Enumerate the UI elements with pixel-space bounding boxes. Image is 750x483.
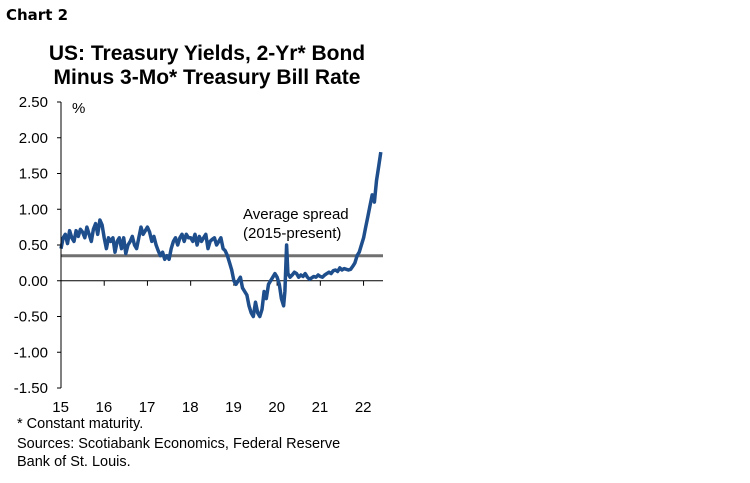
spread-series-line: [59, 151, 383, 319]
x-tick-label: 21: [312, 399, 329, 416]
y-tick-label: 0.50: [19, 237, 48, 254]
y-tick-label: 1.00: [19, 201, 48, 218]
average-spread-annotation-line-1: Average spread: [243, 206, 349, 223]
chart-title: US: Treasury Yields, 2-Yr* Bond Minus 3-…: [16, 42, 398, 90]
x-tick-label: 22: [355, 399, 372, 416]
y-tick-label: -1.50: [14, 380, 48, 397]
y-tick-label: -1.00: [14, 344, 48, 361]
x-tick-label: 20: [268, 399, 285, 416]
footnote-constant-maturity: * Constant maturity.: [17, 416, 144, 432]
y-tick-label: 2.50: [19, 94, 48, 111]
y-axis: 2.50 2.00 1.50 1.00 0.50 0.00 -0.50 -1.00 -1.50: [14, 94, 61, 397]
x-tick-label: 19: [225, 399, 242, 416]
x-axis: 15 16 17 18 19 20 21 22: [52, 280, 383, 416]
sources-line-1: Sources: Scotiabank Economics, Federal R…: [17, 436, 341, 452]
x-tick-label: 17: [139, 399, 156, 416]
chart-title-line-2: Minus 3-Mo* Treasury Bill Rate: [53, 66, 361, 89]
chart-title-line-1: US: Treasury Yields, 2-Yr* Bond: [48, 42, 366, 65]
x-tick-label: 18: [182, 399, 199, 416]
y-tick-label: 1.50: [19, 166, 48, 183]
y-tick-label: 0.00: [19, 273, 48, 290]
y-axis-unit-label: %: [72, 100, 85, 117]
x-tick-label: 16: [95, 399, 112, 416]
y-tick-label: 2.00: [19, 130, 48, 147]
x-tick-label: 15: [52, 399, 69, 416]
average-spread-annotation-line-2: (2015-present): [243, 225, 341, 242]
y-tick-label: -0.50: [14, 309, 48, 326]
sources-line-2: Bank of St. Louis.: [17, 454, 131, 470]
chart-number-label: Chart 2: [6, 6, 69, 24]
